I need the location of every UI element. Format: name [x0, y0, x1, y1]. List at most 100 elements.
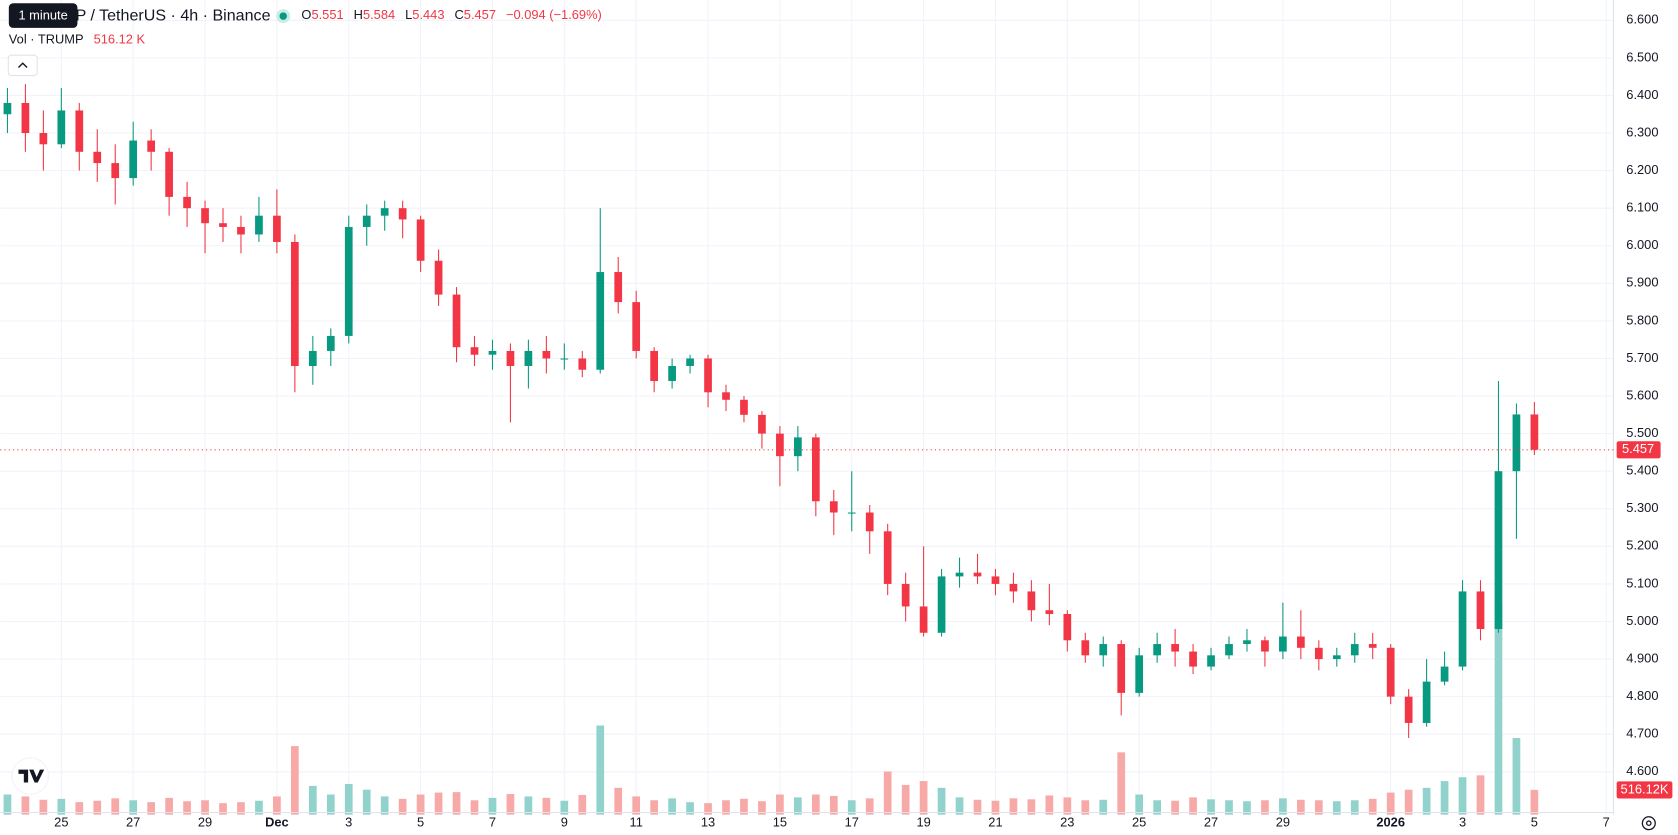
volume-bar [75, 802, 84, 815]
x-tick-label: 3 [1459, 815, 1466, 830]
volume-bar [1279, 798, 1287, 815]
candle-body [183, 196, 191, 209]
candle-body [1153, 644, 1161, 656]
volume-bar [1099, 799, 1108, 815]
collapse-box[interactable] [7, 54, 38, 77]
volume-bar [704, 803, 712, 815]
y-tick-label: 4.600 [1626, 763, 1658, 778]
candle-body [344, 226, 353, 336]
volume-bar [488, 797, 497, 815]
volume-bar [847, 800, 856, 815]
volume-bar [758, 801, 766, 815]
candle-body [794, 437, 802, 457]
volume-tag-label: 516.12K [1621, 781, 1669, 796]
volume-tag [1616, 781, 1673, 799]
volume-bar [506, 794, 515, 815]
volume-bar [39, 799, 48, 815]
volume-bar [1171, 800, 1179, 815]
candle-body [865, 512, 874, 532]
candle-body [1207, 655, 1215, 667]
volume-bar [578, 794, 587, 815]
volume-bar [794, 797, 802, 815]
candle-body [883, 531, 892, 584]
volume-bar [919, 781, 928, 815]
volume-bar [542, 797, 551, 815]
candle-layer [3, 84, 1539, 738]
volume-bar [1440, 781, 1449, 815]
y-tick-label: 6.500 [1626, 49, 1658, 64]
volume-bar [344, 783, 353, 815]
axes: 4.600 4.700 4.800 4.900 5.000 5.100 5.200 5.300… [0, 12, 1673, 830]
status-dot [276, 9, 291, 24]
candle-body [542, 350, 551, 359]
legend-key: C [455, 7, 464, 22]
volume-bar [1063, 797, 1072, 815]
volume-bar [1243, 801, 1251, 815]
volume-bar [434, 792, 443, 815]
volume-bar [470, 800, 479, 815]
candle-body [524, 350, 533, 366]
legend-key: L [405, 7, 412, 22]
x-tick-label: 27 [1204, 815, 1218, 830]
volume-legend-value: 516.12 K [94, 32, 146, 47]
x-tick-label: 13 [701, 815, 715, 830]
volume-bar [632, 796, 641, 815]
volume-bar [1207, 799, 1215, 815]
candle-body [1045, 610, 1054, 614]
volume-bar [255, 800, 263, 815]
volume-bar [1476, 775, 1485, 815]
candle-body [937, 576, 946, 633]
x-tick-label: 3 [345, 815, 352, 830]
candle-body [1027, 591, 1036, 611]
candle-body [291, 241, 299, 366]
candle-body [955, 572, 964, 577]
volume-bar [129, 800, 138, 815]
candle-body [1494, 471, 1503, 630]
volume-bar [1530, 789, 1539, 815]
volume-bar [1494, 605, 1503, 815]
y-tick-label: 5.000 [1626, 613, 1658, 628]
logo-mark [18, 769, 45, 783]
settings-button[interactable] [1641, 816, 1656, 831]
settings-icon[interactable] [1641, 816, 1656, 831]
volume-bar [308, 785, 317, 815]
volume-bar [1350, 800, 1359, 815]
candle-body [434, 260, 443, 295]
candle-body [380, 208, 389, 216]
tv-logo[interactable] [11, 757, 50, 795]
x-tick-label: Dec [265, 815, 289, 830]
candle-body [704, 358, 712, 393]
settings-icon-core [1646, 820, 1652, 826]
volume-bar [183, 801, 191, 815]
candle-body [919, 606, 928, 633]
tooltip-text: 1 minute [18, 7, 67, 22]
volume-bar [1314, 800, 1323, 815]
candle-body [93, 151, 102, 164]
candle-body [416, 219, 425, 261]
candle-body [1063, 613, 1072, 641]
candle-body [991, 576, 1000, 584]
candle-body [326, 335, 335, 351]
y-tick-label: 6.100 [1626, 200, 1658, 215]
y-tick-label: 6.400 [1626, 87, 1658, 102]
logo-circle [11, 757, 50, 795]
candle-body [740, 399, 748, 415]
y-tick-label: 5.800 [1626, 312, 1658, 327]
candle-body [255, 215, 263, 235]
candle-body [829, 501, 838, 513]
candle-body [129, 140, 138, 179]
candle-body [686, 358, 694, 366]
candle-body [1279, 636, 1287, 652]
x-tick-label: 15 [773, 815, 787, 830]
candle-body [1081, 640, 1090, 656]
x-tick-label: 17 [845, 815, 859, 830]
candle-body [1422, 681, 1431, 723]
candle-body [308, 350, 317, 366]
candle-body [1458, 591, 1467, 667]
collapse-button[interactable] [7, 54, 38, 77]
candle-body [147, 140, 156, 152]
candle-body [1386, 647, 1395, 697]
volume-bar [901, 784, 910, 815]
volume-bar [1332, 801, 1341, 815]
